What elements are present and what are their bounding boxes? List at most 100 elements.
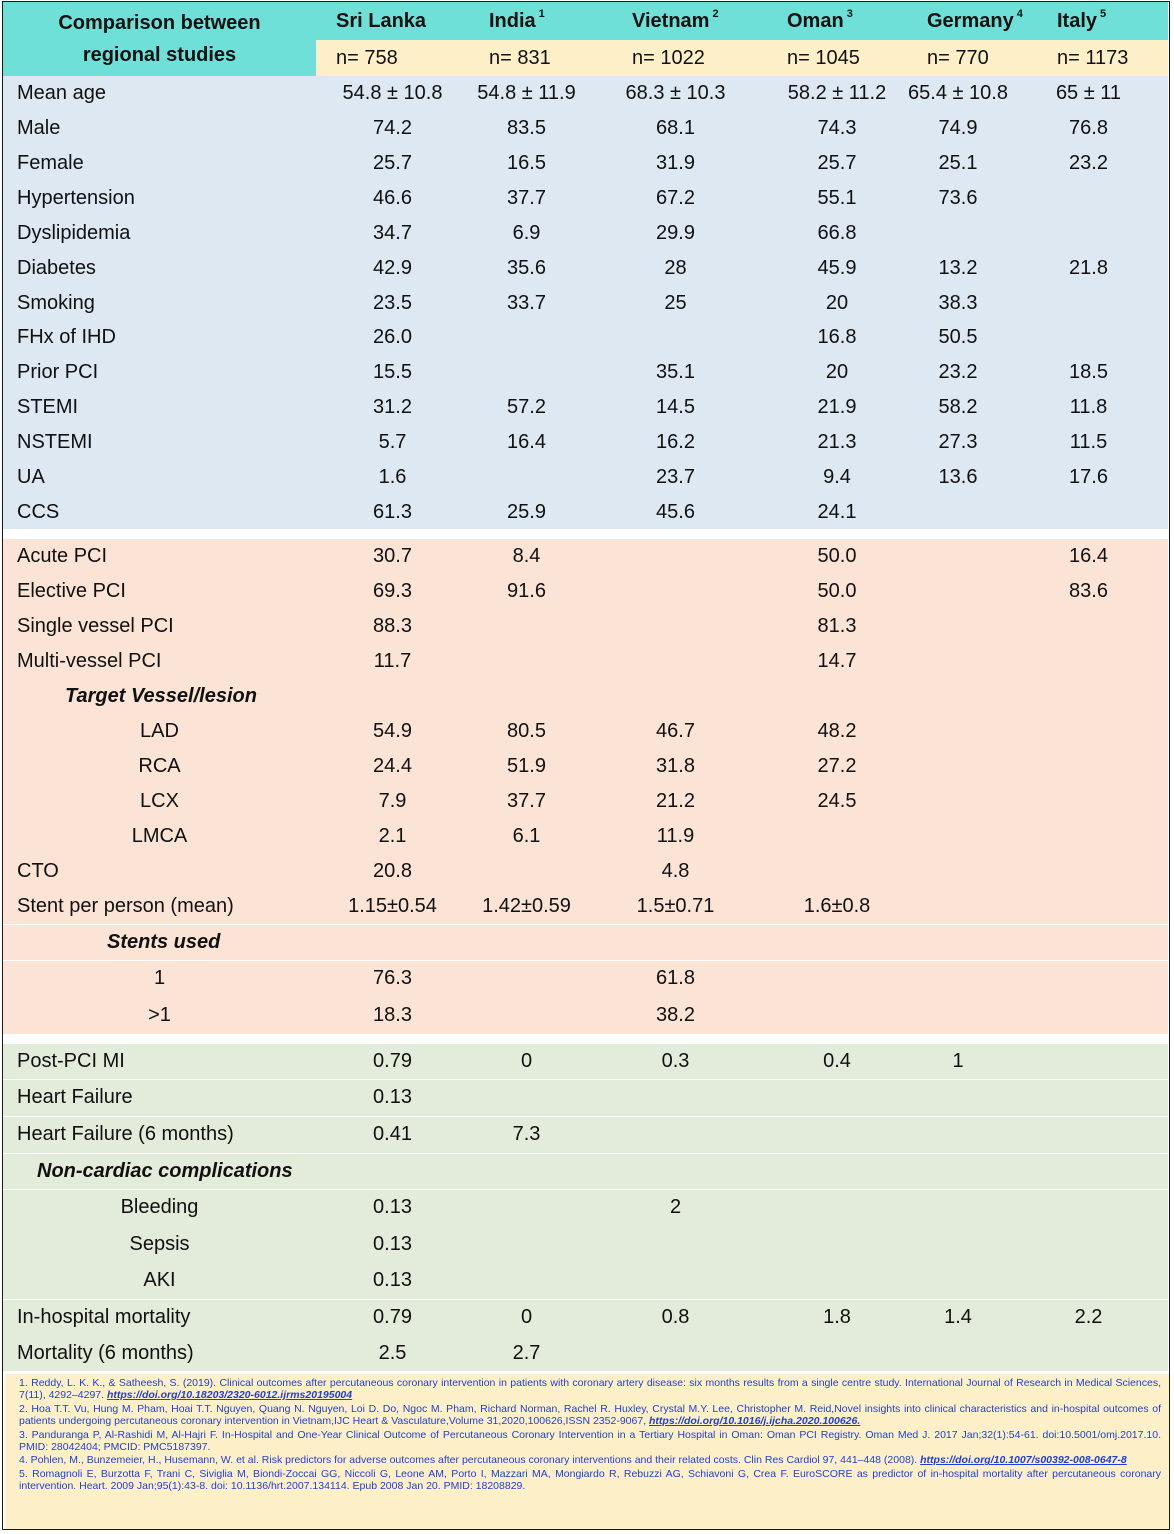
table-cell: 74.3 — [767, 111, 907, 146]
table-cell: 8.4 — [469, 539, 612, 574]
table-cell — [907, 714, 1037, 749]
reference-text: 4. Pohlen, M., Bunzemeier, H., Husemann,… — [19, 1454, 921, 1467]
table-cell — [469, 854, 612, 889]
country-header: Vietnam 2 — [612, 2, 767, 40]
table-row: Acute PCI 30.7 8.4 50.0 16.4 — [3, 539, 1168, 574]
country-ref: 3 — [846, 7, 853, 20]
table-cell — [612, 644, 767, 679]
table-cell: 68.3 ± 10.3 — [612, 76, 767, 111]
row-label: CTO — [3, 854, 316, 889]
table-cell — [907, 609, 1037, 644]
table-cell — [612, 679, 767, 714]
table-cell: 21.3 — [767, 425, 907, 460]
table-cell — [469, 679, 612, 714]
row-label: UA — [3, 460, 316, 495]
table-cell — [1037, 679, 1168, 714]
table-cell: 11.9 — [612, 819, 767, 854]
table-cell: 83.5 — [469, 111, 612, 146]
reference-doi-link[interactable]: https://doi.org/10.1016/j.ijcha.2020.100… — [649, 1414, 861, 1427]
table-cell — [767, 1152, 907, 1189]
table-cell: 80.5 — [469, 714, 612, 749]
table-cell: 24.4 — [316, 749, 469, 784]
table-title: Comparison between regional studies — [3, 2, 316, 76]
table-cell: 23.2 — [1037, 146, 1168, 181]
table-cell — [907, 889, 1037, 924]
reference-text: 5. Romagnoli E, Burzotta F, Trani C, Siv… — [19, 1468, 1161, 1493]
table-cell: 14.7 — [767, 644, 907, 679]
table-cell — [316, 923, 469, 960]
table-cell — [1037, 609, 1168, 644]
table-cell — [907, 1226, 1037, 1262]
table-cell: 65.4 ± 10.8 — [907, 76, 1037, 111]
table-cell — [907, 749, 1037, 784]
table-cell: 25.7 — [767, 146, 907, 181]
table-row: AKI 0.13 — [3, 1262, 1168, 1299]
table-cell — [1037, 959, 1168, 997]
row-label: Sepsis — [3, 1226, 316, 1262]
row-label: LCX — [3, 784, 316, 819]
sample-size: n= 758 — [316, 40, 469, 76]
row-label: Female — [3, 146, 316, 181]
table-cell: 45.6 — [612, 495, 767, 529]
table-cell: 13.2 — [907, 251, 1037, 286]
country-header: Oman 3 — [767, 2, 907, 40]
table-cell — [469, 460, 612, 495]
table-cell: 21.2 — [612, 784, 767, 819]
table-cell: 30.7 — [316, 539, 469, 574]
row-label: >1 — [3, 997, 316, 1034]
table-cell — [1037, 1152, 1168, 1189]
table-cell: 55.1 — [767, 181, 907, 216]
table-cell: 1 — [907, 1044, 1037, 1079]
table-cell: 46.6 — [316, 181, 469, 216]
table-cell — [1037, 216, 1168, 251]
table-cell: 88.3 — [316, 609, 469, 644]
table-cell: 91.6 — [469, 574, 612, 609]
table-row: LAD 54.9 80.5 46.7 48.2 — [3, 714, 1168, 749]
table-cell: 2.2 — [1037, 1298, 1168, 1336]
table-title-line2: regional studies — [82, 44, 237, 66]
table-cell — [907, 539, 1037, 574]
table-cell — [1037, 749, 1168, 784]
table-cell: 7.9 — [316, 784, 469, 819]
table-cell: 0.13 — [316, 1262, 469, 1299]
table-cell — [612, 539, 767, 574]
table-row: Male 74.2 83.5 68.1 74.3 74.9 76.8 — [3, 111, 1168, 146]
section-gap-cell — [3, 529, 1168, 539]
table-cell — [469, 320, 612, 355]
table-cell — [1037, 1078, 1168, 1116]
table-cell — [612, 923, 767, 960]
table-cell: 18.3 — [316, 997, 469, 1034]
table-cell: 48.2 — [767, 714, 907, 749]
table-cell — [1037, 714, 1168, 749]
table-cell: 23.7 — [612, 460, 767, 495]
table-cell — [469, 1152, 612, 1189]
row-label: Acute PCI — [3, 539, 316, 574]
table-cell: 13.6 — [907, 460, 1037, 495]
reference-item: 1. Reddy, L. K. K., & Satheesh, S. (2019… — [19, 1377, 1161, 1402]
table-cell: 0.8 — [612, 1298, 767, 1336]
table-cell: 31.8 — [612, 749, 767, 784]
table-cell: 20.8 — [316, 854, 469, 889]
section-gap — [3, 529, 1168, 539]
table-cell: 18.5 — [1037, 355, 1168, 390]
table-cell: 14.5 — [612, 390, 767, 425]
table-cell: 45.9 — [767, 251, 907, 286]
table-row: 1 76.3 61.8 — [3, 959, 1168, 997]
row-label: Diabetes — [3, 251, 316, 286]
table-row: UA 1.6 23.7 9.4 13.6 17.6 — [3, 460, 1168, 495]
table-cell: 23.2 — [907, 355, 1037, 390]
table-cell: 46.7 — [612, 714, 767, 749]
table-cell: 54.8 ± 10.8 — [316, 76, 469, 111]
reference-doi-link[interactable]: https://doi.org/10.18203/2320-6012.ijrms… — [106, 1388, 353, 1401]
table-cell — [907, 1115, 1037, 1153]
reference-doi-link[interactable]: https://doi.org/10.1007/s00392-008-0647-… — [920, 1454, 1127, 1467]
table-cell — [469, 1188, 612, 1226]
row-label: LAD — [3, 714, 316, 749]
table-row: STEMI 31.2 57.2 14.5 21.9 58.2 11.8 — [3, 390, 1168, 425]
sample-size: n= 1022 — [612, 40, 767, 76]
row-label: CCS — [3, 495, 316, 529]
table-cell: 31.9 — [612, 146, 767, 181]
table-cell — [767, 1262, 907, 1299]
country-header: Germany 4 — [907, 2, 1037, 40]
table-cell: 1.4 — [907, 1298, 1037, 1336]
